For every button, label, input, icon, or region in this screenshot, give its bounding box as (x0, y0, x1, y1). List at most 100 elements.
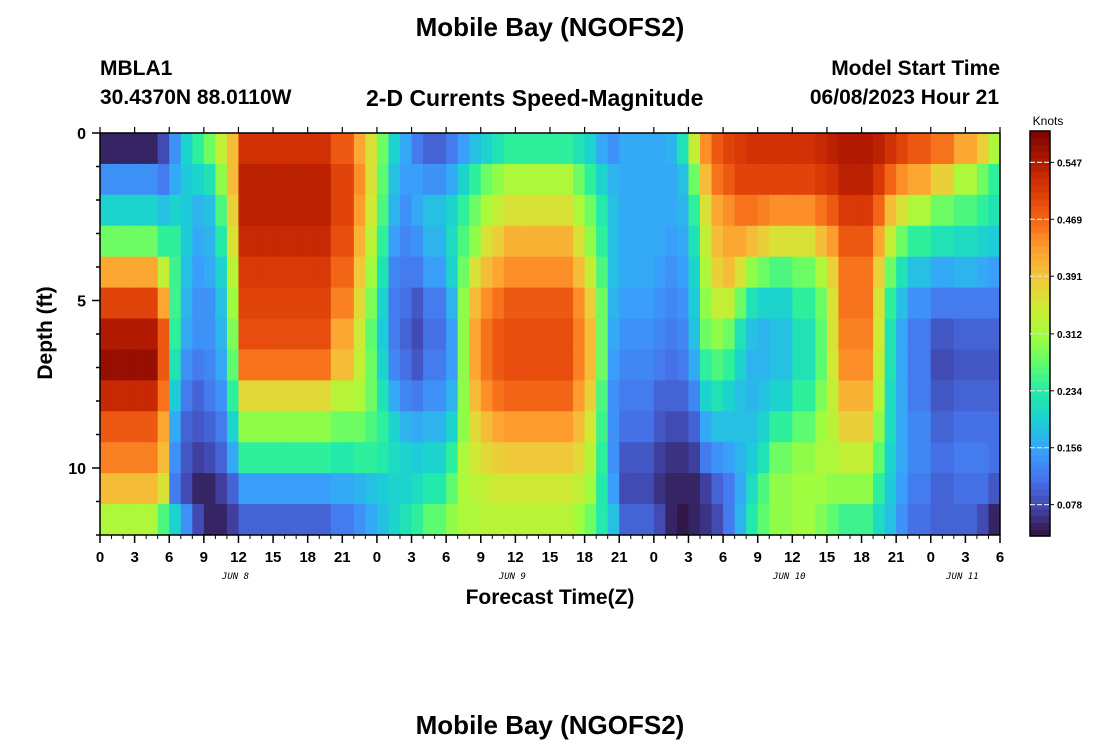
heatmap-cell (319, 504, 332, 535)
heatmap-cell (503, 318, 516, 351)
heatmap-cell (250, 256, 263, 289)
heatmap-cell (457, 504, 470, 535)
heatmap-cell (180, 133, 193, 165)
heatmap-cell (503, 473, 516, 505)
heatmap-cell (457, 163, 470, 196)
heatmap-cell (376, 411, 390, 443)
heatmap-cell (642, 349, 655, 381)
heatmap-cell (238, 194, 251, 227)
heatmap-cell (492, 504, 505, 535)
heatmap-cell (330, 473, 343, 505)
heatmap-cell (192, 133, 205, 165)
heatmap-cell (988, 133, 1000, 165)
heatmap-cell (388, 504, 401, 535)
x-tick-label: 6 (996, 549, 1004, 566)
heatmap-cell (607, 194, 620, 227)
heatmap-cell (423, 349, 436, 381)
heatmap-cell (146, 256, 159, 289)
heatmap-cell (746, 133, 759, 165)
heatmap-cell (873, 380, 886, 412)
heatmap-cell (169, 318, 182, 351)
heatmap-cell (919, 504, 932, 535)
colorbar-segment (1030, 320, 1050, 328)
heatmap-cell (284, 163, 297, 196)
heatmap-cell (942, 318, 955, 351)
colorbar-tick-label: 0.234 (1057, 387, 1082, 398)
heatmap-cell (642, 256, 655, 289)
heatmap-cell (250, 473, 263, 505)
heatmap-cell (192, 442, 205, 474)
heatmap-cell (584, 287, 597, 320)
heatmap-cell (157, 194, 170, 227)
heatmap-cell (469, 442, 482, 474)
heatmap-cell (803, 318, 816, 351)
heatmap-cell (688, 133, 701, 165)
heatmap-cell (342, 225, 355, 258)
heatmap-cell (365, 256, 378, 289)
heatmap-cell (619, 256, 632, 289)
heatmap-cell (873, 194, 886, 227)
heatmap-cell (688, 287, 701, 320)
heatmap-cell (861, 504, 874, 535)
heatmap-cell (146, 473, 159, 505)
heatmap-cell (123, 287, 136, 320)
colorbar-segment (1030, 401, 1050, 409)
heatmap-cell (400, 504, 413, 535)
heatmap-cell (861, 380, 874, 412)
heatmap-cell (180, 318, 193, 351)
heatmap-cell (192, 287, 205, 320)
heatmap-cell (330, 256, 343, 289)
heatmap-cell (953, 225, 966, 258)
heatmap-cell (538, 442, 551, 474)
heatmap-cell (434, 225, 447, 258)
heatmap-cell (203, 256, 216, 289)
heatmap-cell (723, 411, 736, 443)
heatmap-cell (596, 380, 609, 412)
heatmap-cell (111, 442, 124, 474)
heatmap-cell (826, 380, 840, 412)
heatmap-cell (826, 133, 840, 165)
heatmap-cell (469, 194, 482, 227)
heatmap-cell (988, 442, 1000, 474)
heatmap-cell (723, 256, 736, 289)
heatmap-cell (330, 225, 343, 258)
heatmap-cell (838, 411, 851, 443)
heatmap-cell (457, 442, 470, 474)
heatmap-cell (838, 225, 851, 258)
heatmap-cell (988, 411, 1000, 443)
heatmap-cell (261, 163, 274, 196)
heatmap-cell (907, 473, 920, 505)
heatmap-cell (584, 442, 597, 474)
heatmap-cell (353, 318, 366, 351)
heatmap-cell (780, 256, 793, 289)
heatmap-cell (261, 133, 274, 165)
heatmap-cell (884, 473, 897, 505)
heatmap-cell (711, 133, 724, 165)
heatmap-cell (111, 256, 124, 289)
x-tick-label: 3 (961, 549, 969, 566)
heatmap-cell (446, 256, 459, 289)
heatmap-cell (215, 411, 228, 443)
heatmap-cell (434, 411, 447, 443)
heatmap-cell (861, 163, 874, 196)
heatmap-cell (976, 287, 990, 320)
heatmap-cell (815, 287, 828, 320)
heatmap-cell (434, 163, 447, 196)
heatmap-cell (157, 256, 170, 289)
heatmap-cell (665, 504, 678, 535)
heatmap-cell (123, 225, 136, 258)
heatmap-cell (376, 163, 390, 196)
heatmap-cell (526, 194, 540, 227)
heatmap-cell (192, 504, 205, 535)
x-tick-label: 9 (200, 549, 208, 566)
heatmap-cell (550, 133, 563, 165)
heatmap-cell (757, 473, 770, 505)
heatmap-cell (769, 411, 782, 443)
heatmap-cell (157, 133, 170, 165)
heatmap-cell (480, 442, 493, 474)
heatmap-cell (700, 380, 713, 412)
heatmap-cell (503, 504, 516, 535)
heatmap-cell (757, 442, 770, 474)
heatmap-cell (273, 163, 286, 196)
heatmap-cell (550, 287, 563, 320)
